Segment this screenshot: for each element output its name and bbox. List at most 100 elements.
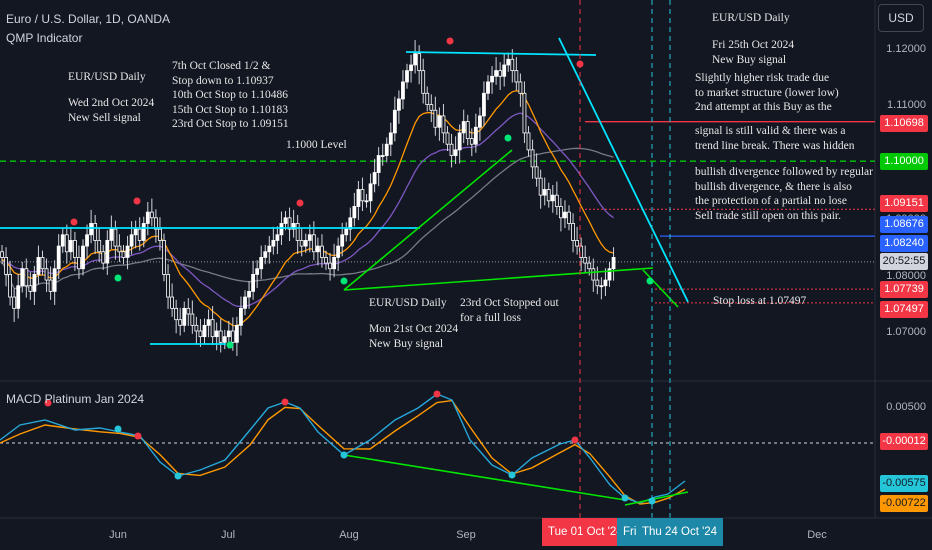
candle-body [158, 228, 162, 241]
qmp-signal-dot [646, 277, 654, 285]
candle-body [396, 98, 401, 111]
macd-signal-dot [134, 432, 142, 440]
candle-body [567, 211, 571, 224]
candle-body [20, 268, 25, 287]
candle-body [417, 53, 422, 72]
candle-body [149, 211, 154, 219]
candle-body [4, 257, 8, 275]
candle-body [214, 330, 219, 338]
candle-body [230, 330, 235, 343]
candle-body [607, 268, 612, 281]
candle-body [291, 223, 296, 230]
candle-body [178, 319, 183, 326]
time-tick-sep: Sep [456, 529, 476, 541]
macd-signal-dot [508, 471, 516, 479]
macd-signal-dot [174, 472, 182, 480]
candle-body [210, 319, 215, 338]
macd-label-signal: -0.00012 [880, 433, 928, 450]
price-label-07739: 1.07739 [880, 281, 928, 298]
candle-body [52, 268, 57, 292]
candle-body [162, 240, 166, 275]
qmp-signal-dot [70, 218, 78, 226]
candle-body [441, 115, 446, 134]
candle-body [348, 217, 353, 230]
macd-signal-dot [621, 494, 629, 502]
plot-background [0, 0, 875, 518]
candle-body [320, 245, 324, 258]
candle-body [469, 138, 474, 145]
candle-body [222, 336, 227, 343]
macd-signal-dot [433, 390, 441, 398]
macd-divergence-line [343, 454, 626, 501]
candle-body [263, 251, 268, 258]
candle-body [121, 251, 126, 258]
stop-loss-note: Stop loss at 1.07497 [713, 295, 807, 307]
candle-body [48, 279, 53, 292]
left-title: EUR/USD Daily [68, 71, 146, 83]
candle-body [271, 240, 276, 247]
qmp-signal-dot [226, 341, 234, 349]
candle-body [113, 228, 118, 247]
symbol-title: Euro / U.S. Dollar, 1D, OANDA [6, 12, 171, 26]
candle-body [153, 217, 158, 230]
candle-body [453, 149, 458, 156]
divergence-line-price [343, 267, 654, 291]
candle-body [259, 257, 264, 270]
ma-200-line [1, 147, 614, 290]
candle-body [526, 132, 531, 151]
candle-body [182, 307, 187, 326]
right-title: EUR/USD Daily [712, 12, 790, 24]
candle-body [514, 70, 519, 83]
left-signal: Wed 2nd Oct 2024 New Sell signal [68, 97, 155, 124]
candle-body [388, 132, 393, 145]
candle-body [518, 81, 523, 94]
candle-body [97, 240, 102, 253]
candle-body [170, 296, 175, 309]
candle-body [186, 307, 191, 315]
candle-body [109, 228, 114, 241]
right-signal: Fri 25th Oct 2024 New Buy signal [712, 39, 795, 66]
candle-body [579, 245, 584, 258]
candle-body [494, 70, 499, 77]
candle-body [328, 262, 332, 270]
candle-body [202, 324, 207, 338]
macd-label-macd: -0.00575 [880, 475, 928, 492]
candle-body [591, 268, 596, 281]
candle-body [473, 126, 478, 145]
currency-button[interactable]: USD [878, 4, 924, 32]
candle-body [413, 53, 418, 66]
candle-body [433, 109, 438, 128]
candle-body [324, 257, 328, 264]
macd-signal-dot [114, 425, 122, 433]
candle-body [538, 177, 543, 196]
candle-body [490, 75, 494, 83]
candle-body [563, 211, 567, 219]
candle-body [477, 115, 482, 128]
candle-body [190, 313, 195, 326]
candle-body [611, 257, 616, 270]
candle-body [60, 234, 65, 247]
candle-body [465, 121, 470, 139]
level-note: 1.1000 Level [286, 139, 347, 151]
candle-body [56, 245, 61, 270]
candle-body [194, 324, 199, 332]
price-label-08240: 1.08240 [880, 235, 928, 252]
candle-body [542, 189, 547, 196]
candle-body [356, 189, 361, 207]
candle-body [32, 273, 37, 292]
candle-body [307, 234, 312, 241]
candle-body [283, 217, 288, 224]
candle-body [287, 217, 292, 230]
candle-body [437, 115, 442, 128]
date-label-oct24: Thu 24 Oct '24 [636, 518, 724, 546]
macd-divergence-line-2 [624, 491, 689, 506]
candle-body [226, 330, 231, 338]
bottom-signal: Mon 21st Oct 2024 New Buy signal [369, 323, 459, 350]
candle-body [28, 285, 33, 292]
candle-body [311, 234, 316, 253]
macd-signal-dot [648, 497, 656, 505]
macd-line [0, 393, 686, 504]
candle-body [332, 257, 337, 270]
candle-body [336, 245, 341, 258]
